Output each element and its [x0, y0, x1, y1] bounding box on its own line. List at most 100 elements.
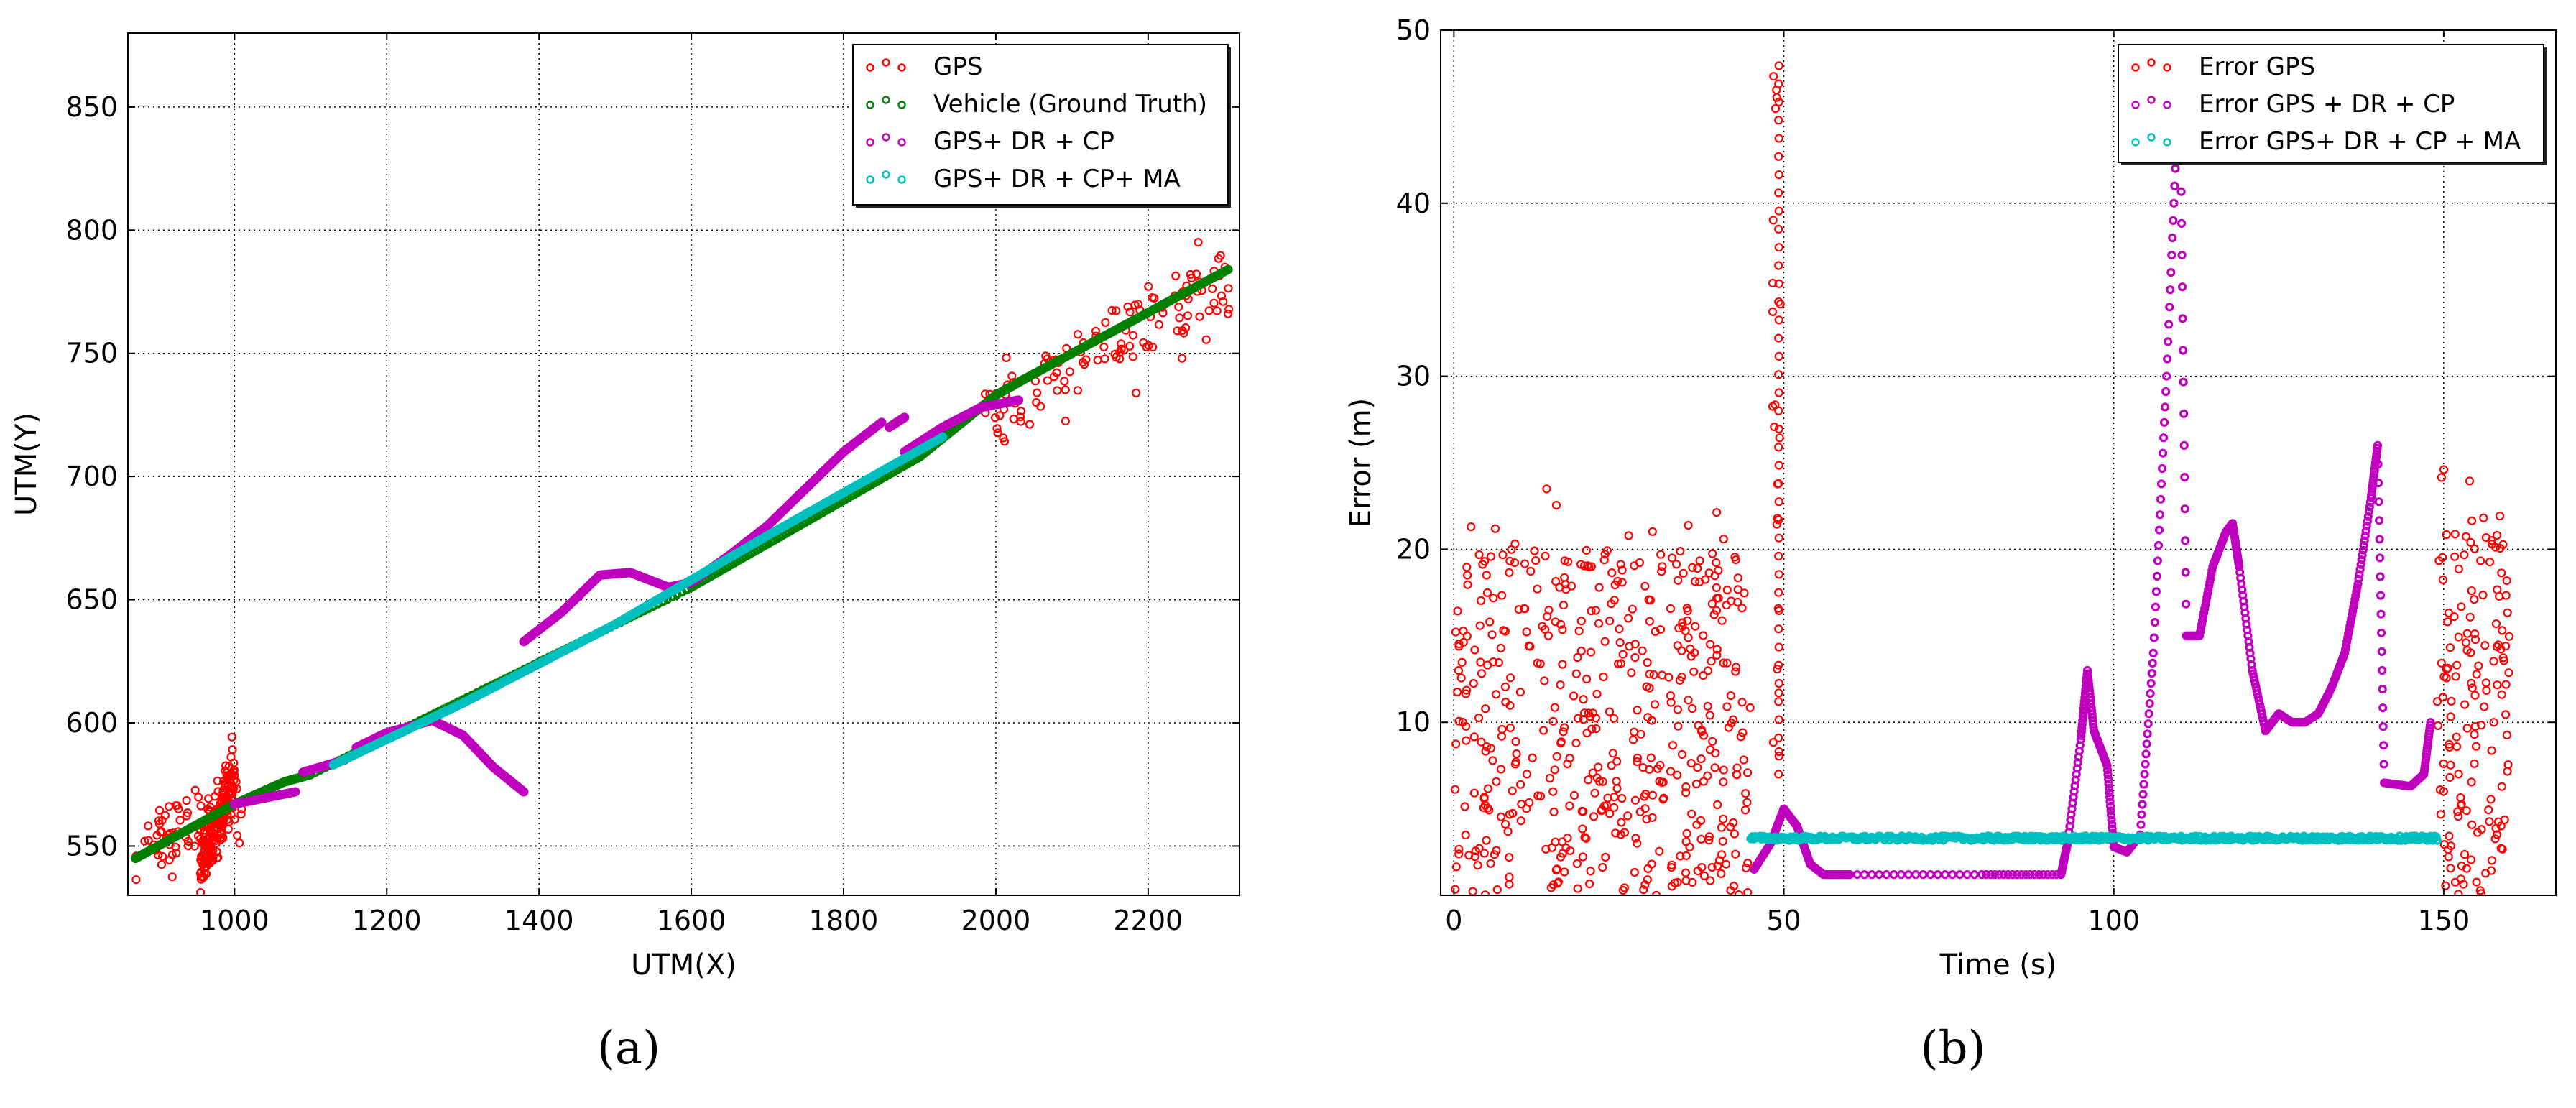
- data-point: [2343, 633, 2353, 642]
- data-point: [2043, 869, 2052, 880]
- data-point: [2353, 583, 2362, 593]
- data-point: [1719, 535, 1728, 544]
- data-point: [1474, 550, 1484, 560]
- data-point: [1450, 785, 1460, 794]
- data-point: [2034, 869, 2044, 880]
- data-point: [1578, 824, 1587, 834]
- data-point: [1454, 844, 1464, 854]
- data-point: [1712, 507, 1722, 517]
- x-tick-label: 1200: [352, 905, 422, 936]
- data-point: [2205, 581, 2214, 591]
- legend-entry-label: GPS+ DR + CP+ MA: [933, 165, 1181, 193]
- data-point: [2434, 721, 2443, 731]
- data-point: [2374, 478, 2383, 488]
- data-point: [2360, 536, 2369, 545]
- data-point: [1636, 729, 1645, 739]
- data-point: [2182, 599, 2191, 609]
- series-gps-dr-cp-ma: [328, 432, 948, 770]
- data-point: [2477, 825, 2486, 834]
- data-point: [2467, 683, 2477, 693]
- data-point: [1571, 669, 1581, 678]
- data-point: [1641, 789, 1651, 799]
- data-point: [1627, 668, 1636, 678]
- legend-entry-label: Error GPS + DR + CP: [2199, 90, 2455, 119]
- data-point: [1107, 305, 1117, 315]
- data-point: [1768, 307, 1778, 316]
- data-point: [2139, 780, 2148, 789]
- data-point: [1745, 703, 1755, 713]
- data-point: [1453, 606, 1462, 616]
- data-point: [2143, 729, 2152, 739]
- data-point: [1691, 779, 1701, 789]
- data-point: [1717, 616, 1727, 625]
- data-point: [2493, 640, 2503, 650]
- data-point: [1501, 819, 1510, 829]
- data-point: [1463, 580, 1472, 589]
- y-tick-label: 750: [65, 338, 118, 369]
- x-tick-label: 1800: [809, 905, 879, 936]
- data-point: [1867, 869, 1877, 880]
- data-point: [1699, 631, 1708, 640]
- data-point: [2457, 602, 2466, 611]
- series-error-gps-dr-cp: [1750, 60, 2435, 880]
- data-point: [2348, 610, 2357, 619]
- data-point: [1678, 618, 1687, 627]
- data-point: [1456, 673, 1466, 683]
- data-point: [2352, 587, 2361, 596]
- data-point: [1489, 657, 1498, 667]
- data-point: [1594, 583, 1604, 592]
- data-point: [1731, 849, 1740, 859]
- data-point: [2345, 625, 2354, 634]
- data-point: [1631, 834, 1640, 843]
- data-point: [2363, 512, 2373, 522]
- data-point: [1014, 395, 1024, 405]
- data-point: [1591, 606, 1600, 615]
- data-point: [1655, 846, 1664, 856]
- data-point: [1486, 859, 1495, 868]
- data-point: [1612, 757, 1622, 766]
- legend-marker: [897, 175, 906, 184]
- data-point: [1580, 833, 1589, 842]
- data-point: [2375, 535, 2384, 544]
- data-point: [1689, 667, 1699, 676]
- data-point: [2493, 585, 2502, 594]
- data-point: [1882, 869, 1891, 880]
- data-point: [1774, 333, 1783, 343]
- data-point: [2426, 718, 2435, 727]
- data-point: [1703, 666, 1713, 675]
- data-point: [1896, 869, 1906, 880]
- data-point: [1610, 580, 1620, 590]
- data-point: [1617, 793, 1627, 803]
- data-point: [2364, 507, 2373, 517]
- data-point: [1612, 777, 1621, 786]
- series-error-gps-dr-cp-ma: [1746, 831, 2442, 845]
- data-point: [2147, 668, 2156, 678]
- data-point: [1605, 809, 1615, 818]
- data-point: [1729, 715, 1738, 724]
- data-point: [877, 417, 887, 428]
- data-point: [1774, 461, 1783, 470]
- data-point: [1548, 716, 1558, 726]
- data-point: [1522, 627, 1531, 637]
- data-point: [1451, 627, 1461, 637]
- data-point: [1181, 323, 1191, 333]
- data-point: [1774, 747, 1783, 757]
- data-point: [1540, 676, 1549, 685]
- data-point: [990, 413, 1000, 423]
- data-point: [2155, 510, 2165, 520]
- data-point: [1536, 791, 1546, 801]
- data-point: [1049, 372, 1058, 382]
- data-point: [1482, 836, 1491, 845]
- data-point: [1541, 551, 1550, 560]
- data-point: [1175, 313, 1184, 323]
- data-point: [2451, 672, 2460, 681]
- data-point: [2143, 719, 2153, 729]
- data-point: [2461, 532, 2471, 541]
- data-point: [2454, 632, 2463, 642]
- data-point: [1733, 597, 1742, 607]
- data-point: [2453, 807, 2462, 816]
- data-point: [140, 836, 149, 846]
- data-point: [2169, 216, 2178, 225]
- data-point: [1605, 616, 1615, 626]
- data-point: [2499, 656, 2508, 665]
